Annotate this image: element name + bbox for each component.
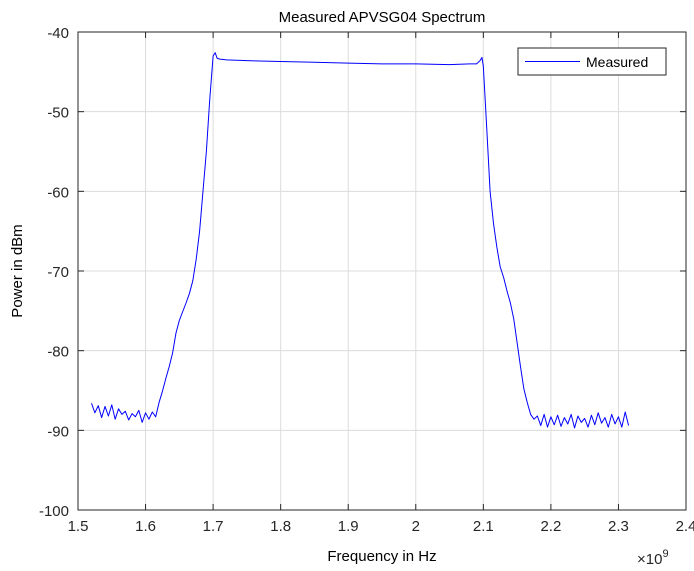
- grid-lines: [77, 31, 687, 511]
- y-tick-label: -60: [47, 184, 69, 201]
- y-axis-label: Power in dBm: [9, 224, 26, 317]
- y-tick-label: -40: [47, 25, 69, 42]
- x-tick-label: 2.3: [608, 518, 629, 535]
- x-axis: 1.5 1.6 1.7 1.8 1.9 2 2.1 2.2 2.3 2.4: [68, 32, 694, 535]
- x-axis-exponent-power: 9: [662, 548, 668, 560]
- x-tick-label: 1.5: [68, 518, 89, 535]
- x-axis-exponent-base: ×10: [637, 551, 662, 568]
- x-axis-exponent: ×109: [637, 548, 669, 568]
- x-tick-label: 2.4: [676, 518, 694, 535]
- x-tick-label: 1.6: [135, 518, 156, 535]
- legend: Measured: [517, 47, 667, 76]
- x-tick-label: 2.2: [540, 518, 561, 535]
- y-tick-label: -100: [39, 503, 69, 520]
- x-tick-label: 1.9: [338, 518, 359, 535]
- series-line-measured: [91, 52, 630, 429]
- x-axis-label: Frequency in Hz: [327, 548, 436, 565]
- x-tick-label: 2.1: [473, 518, 494, 535]
- x-tick-label: 2: [412, 518, 420, 535]
- y-tick-label: -70: [47, 264, 69, 281]
- chart-title: Measured APVSG04 Spectrum: [279, 9, 486, 26]
- x-tick-label: 1.8: [270, 518, 291, 535]
- series-layer: [91, 52, 630, 429]
- y-tick-label: -50: [47, 105, 69, 122]
- x-tick-label: 1.7: [203, 518, 224, 535]
- y-tick-label: -90: [47, 423, 69, 440]
- legend-label: Measured: [586, 54, 648, 70]
- y-axis: -100 -90 -80 -70 -60 -50 -40: [39, 25, 686, 520]
- y-tick-label: -80: [47, 344, 69, 361]
